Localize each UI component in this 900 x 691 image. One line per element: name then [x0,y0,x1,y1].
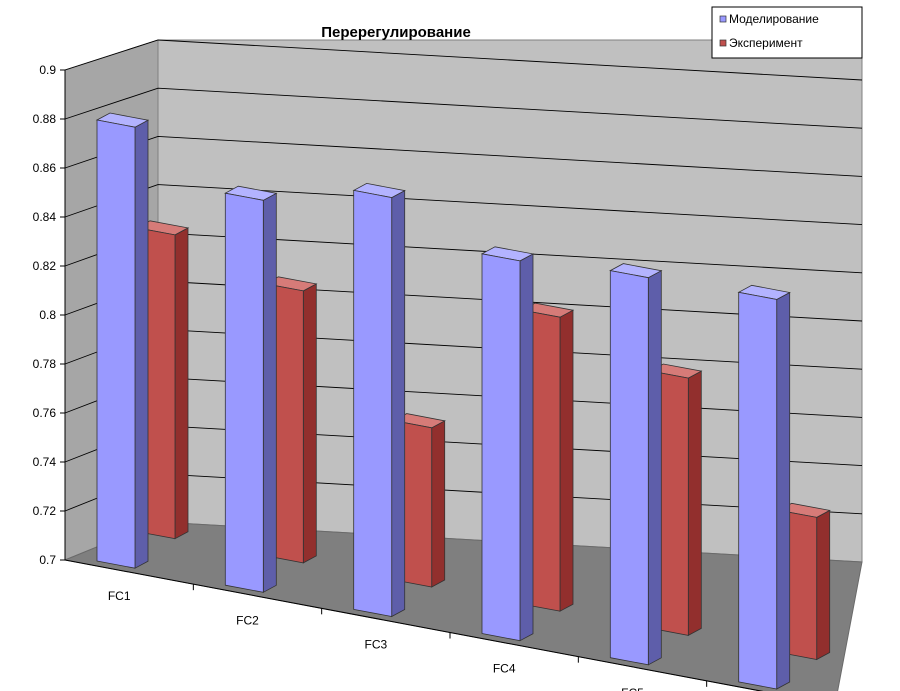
bar-side [647,270,662,666]
y-tick-label: 0.7 [39,553,56,567]
x-tick-label: FC1 [108,589,131,603]
bar-side [174,227,189,540]
bar-front [96,119,136,569]
bar-side [687,370,702,637]
bar-modeling-fc5 [609,263,663,666]
bar-modeling-fc3 [352,182,406,618]
legend: Моделирование Эксперимент [711,6,863,59]
bar-side [302,283,317,564]
y-tick-label: 0.84 [33,210,57,224]
y-tick-label: 0.86 [33,161,57,175]
bar-front [224,192,264,593]
bar-front [738,291,778,690]
y-tick-label: 0.8 [39,308,56,322]
bar-modeling-fc2 [224,185,278,593]
legend-label: Моделирование [729,12,819,26]
bar-side [262,192,277,593]
bar-modeling-fc1 [95,112,150,569]
gridline [64,135,863,177]
bar-side [776,291,791,690]
x-tick-label: FC4 [493,662,516,676]
legend-label: Эксперимент [729,36,803,50]
y-tick-label: 0.72 [33,504,57,518]
gridline [64,87,863,129]
legend-swatch [719,15,727,23]
bar-front [609,270,649,666]
legend-swatch [719,39,727,47]
y-tick-label: 0.9 [39,63,56,77]
y-tick-label: 0.82 [33,259,57,273]
bar-side [391,189,406,618]
bar-modeling-fc6 [737,284,791,690]
y-tick-label: 0.76 [33,406,57,420]
bars [95,112,831,690]
y-tick-label: 0.74 [33,455,57,469]
bar-front [481,253,521,642]
bar-side [431,420,446,588]
y-tick-label: 0.88 [33,112,57,126]
y-tick-label: 0.78 [33,357,57,371]
gridline [64,39,863,81]
x-axis-categories: FC1FC2FC3FC4FC5FC6 [108,584,708,691]
bar-side [519,253,534,642]
y-axis-ticks: 0.7 0.72 0.74 0.76 0.78 0.8 0.82 0.84 0.86 0.88 0.… [33,63,65,567]
bar-side [816,509,831,661]
x-tick-label: FC2 [236,613,259,627]
x-tick-label: FC5 [621,686,644,691]
bar-side [134,119,149,569]
bar-front [353,189,393,617]
chart-title: Перерегулирование [321,24,471,41]
gridline [64,184,863,226]
bar-side [559,309,574,612]
legend-box [711,6,863,59]
bar-modeling-fc4 [480,246,535,642]
x-tick-label: FC3 [364,638,387,652]
